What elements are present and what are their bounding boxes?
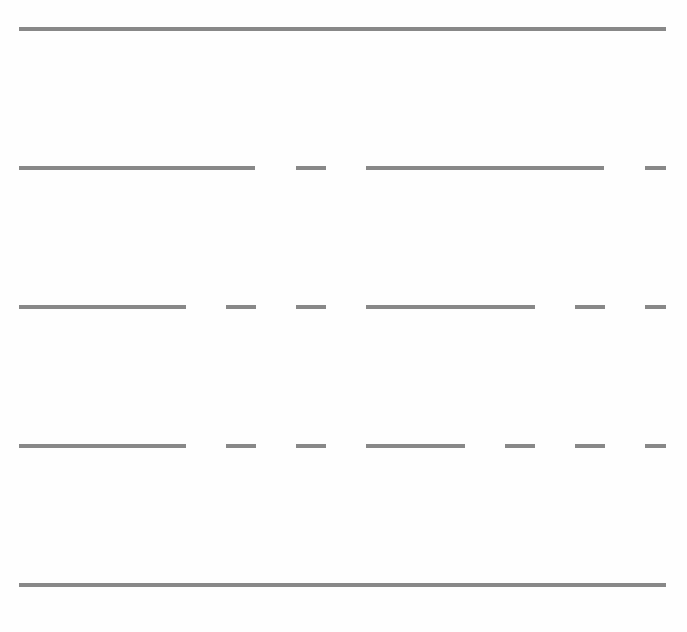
line-pattern [19,27,666,587]
